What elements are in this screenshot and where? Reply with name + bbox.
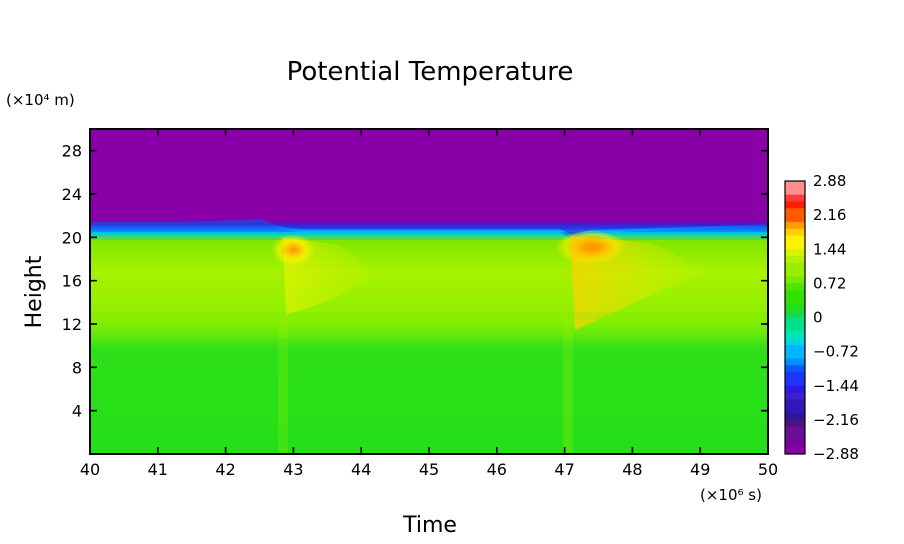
colorbar-segment bbox=[785, 399, 805, 407]
colorbar-segment bbox=[785, 392, 805, 400]
colorbar-segment bbox=[785, 269, 805, 278]
colorbar-label: −1.44 bbox=[813, 377, 859, 395]
colorbar-label: 0.72 bbox=[813, 274, 846, 292]
colorbar-segment bbox=[785, 378, 805, 387]
colorbar-segment bbox=[785, 433, 805, 441]
colorbar: 2.88 2.16 1.44 0.72 0 −0.72 −1.44 −2.16 −2.88 bbox=[784, 172, 859, 463]
x-tick-label: 43 bbox=[283, 460, 303, 479]
colorbar-label: −2.88 bbox=[813, 445, 859, 463]
colorbar-segment bbox=[785, 413, 805, 421]
colorbar-segment bbox=[785, 276, 805, 284]
colorbar-segment bbox=[785, 194, 805, 202]
x-tick-label: 46 bbox=[487, 460, 507, 479]
x-tick-label: 50 bbox=[758, 460, 778, 479]
x-tick-label: 48 bbox=[622, 460, 642, 479]
colorbar-segment bbox=[785, 256, 805, 264]
colorbar-segment bbox=[785, 228, 805, 237]
colorbar-segment bbox=[785, 181, 805, 189]
colorbar-segment bbox=[785, 419, 805, 428]
y-unit-label: (×10⁴ m) bbox=[6, 91, 75, 109]
chart-title: Potential Temperature bbox=[287, 57, 574, 87]
colorbar-segment bbox=[785, 324, 805, 332]
y-axis-ticks: 4 8 12 16 20 24 28 bbox=[62, 142, 768, 421]
x-tick-label: 45 bbox=[419, 460, 439, 479]
colorbar-label: 2.16 bbox=[813, 206, 846, 224]
colorbar-segment bbox=[785, 187, 805, 196]
y-tick-label: 20 bbox=[62, 228, 82, 247]
colorbar-segment bbox=[785, 337, 805, 346]
colorbar-segment bbox=[785, 344, 805, 353]
colorbar-segment bbox=[785, 317, 805, 325]
heatmap-field bbox=[90, 129, 768, 454]
colorbar-segment bbox=[785, 331, 805, 339]
colorbar-segment bbox=[785, 385, 805, 394]
colorbar-segment bbox=[785, 406, 805, 414]
x-tick-label: 47 bbox=[554, 460, 574, 479]
y-tick-label: 4 bbox=[72, 402, 82, 421]
colorbar-segment bbox=[785, 365, 805, 373]
colorbar-label: −2.16 bbox=[813, 411, 859, 429]
y-axis-label: Height bbox=[22, 255, 47, 328]
x-unit-label: (×10⁶ s) bbox=[700, 486, 762, 504]
colorbar-segment bbox=[785, 351, 805, 359]
x-tick-label: 44 bbox=[351, 460, 371, 479]
colorbar-segment bbox=[785, 372, 805, 380]
colorbar-segment bbox=[785, 235, 805, 243]
colorbar-segment bbox=[785, 215, 805, 223]
colorbar-segment bbox=[785, 310, 805, 318]
y-tick-label: 12 bbox=[62, 315, 82, 334]
y-tick-label: 16 bbox=[62, 272, 82, 291]
y-tick-label: 8 bbox=[72, 358, 82, 377]
colorbar-segment bbox=[785, 249, 805, 257]
colorbar-frame bbox=[784, 180, 806, 455]
colorbar-segment bbox=[785, 283, 805, 291]
colorbar-label: −0.72 bbox=[813, 343, 859, 361]
colorbar-segment bbox=[785, 242, 805, 250]
colorbar-segment bbox=[785, 426, 805, 435]
colorbar-segment bbox=[785, 290, 805, 298]
colorbar-segment bbox=[785, 303, 805, 312]
x-tick-label: 42 bbox=[215, 460, 235, 479]
colorbar-label: 1.44 bbox=[813, 240, 846, 258]
colorbar-label: 0 bbox=[813, 309, 823, 327]
colorbar-segment bbox=[785, 447, 805, 455]
colorbar-segment bbox=[785, 358, 805, 366]
y-tick-label: 24 bbox=[62, 185, 82, 204]
x-tick-label: 41 bbox=[148, 460, 168, 479]
colorbar-segment bbox=[785, 440, 805, 448]
colorbar-segment bbox=[785, 262, 805, 271]
x-tick-label: 49 bbox=[690, 460, 710, 479]
colorbar-segment bbox=[785, 297, 805, 305]
colorbar-segment bbox=[785, 221, 805, 230]
x-axis-ticks: 40 41 42 43 44 45 46 47 48 49 50 bbox=[80, 129, 778, 479]
colorbar-segment bbox=[785, 201, 805, 209]
x-axis-label: Time bbox=[402, 513, 457, 538]
y-tick-label: 28 bbox=[62, 142, 82, 161]
x-tick-label: 40 bbox=[80, 460, 100, 479]
colorbar-label: 2.88 bbox=[813, 172, 846, 190]
colorbar-segment bbox=[785, 208, 805, 216]
